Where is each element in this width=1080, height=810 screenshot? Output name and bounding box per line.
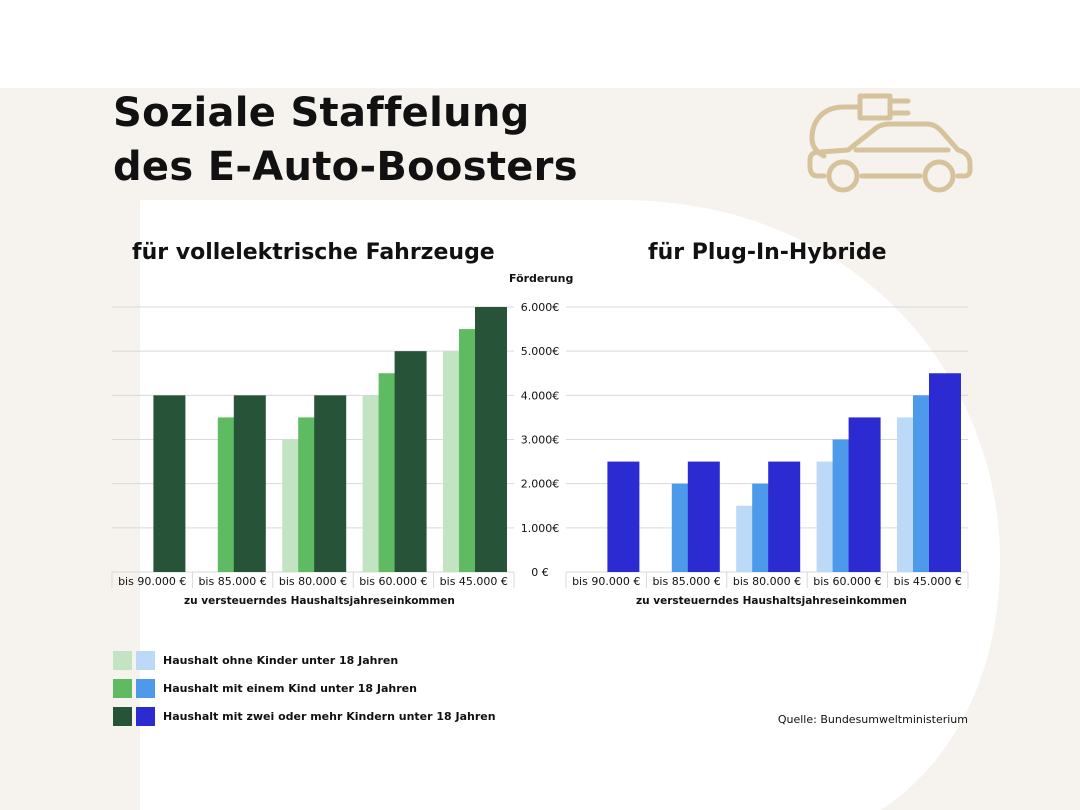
bar-left-s2-c1 <box>233 395 266 572</box>
legend-label: Haushalt mit zwei oder mehr Kindern unte… <box>163 709 496 723</box>
bar-right-s2-c1 <box>687 461 720 572</box>
x-tick-label-left: bis 80.000 € <box>279 575 347 588</box>
x-tick-label-right: bis 60.000 € <box>813 575 881 588</box>
chart-right-title: für Plug-In-Hybride <box>648 240 887 265</box>
x-axis-label-left: zu versteuerndes Haushaltsjahreseinkomme… <box>184 595 455 607</box>
y-tick-label: 4.000€ <box>521 389 560 402</box>
y-tick-label: 3.000€ <box>521 434 560 447</box>
y-tick-label: 6.000€ <box>521 301 560 314</box>
x-tick-label-right: bis 90.000 € <box>572 575 640 588</box>
y-tick-label: 5.000€ <box>521 345 560 358</box>
bar-left-s2-c0 <box>153 395 186 572</box>
x-tick-label-left: bis 60.000 € <box>359 575 427 588</box>
y-axis-label: Förderung <box>509 272 574 285</box>
legend-swatch-green-mid <box>113 678 132 698</box>
legend: Haushalt ohne Kinder unter 18 Jahren Hau… <box>113 650 496 734</box>
legend-label: Haushalt mit einem Kind unter 18 Jahren <box>163 681 417 695</box>
legend-swatch-blue-mid <box>136 678 155 698</box>
legend-item-two-children: Haushalt mit zwei oder mehr Kindern unte… <box>113 706 496 726</box>
bar-right-s2-c0 <box>607 461 640 572</box>
x-tick-label-left: bis 85.000 € <box>198 575 266 588</box>
bar-right-s2-c3 <box>848 417 881 572</box>
page-title: Soziale Staffelung des E-Auto-Boosters <box>113 86 578 194</box>
x-tick-label-right: bis 85.000 € <box>652 575 720 588</box>
y-tick-label: 2.000€ <box>521 478 560 491</box>
legend-swatch-blue-light <box>136 650 155 670</box>
bar-left-s2-c3 <box>394 351 427 572</box>
chart-left-title: für vollelektrische Fahrzeuge <box>132 240 495 265</box>
legend-swatch-green-dark <box>113 706 132 726</box>
legend-label: Haushalt ohne Kinder unter 18 Jahren <box>163 653 399 667</box>
y-tick-label: 1.000€ <box>521 522 560 535</box>
x-tick-label-right: bis 45.000 € <box>894 575 962 588</box>
source-note: Quelle: Bundesumweltministerium <box>777 713 968 726</box>
x-tick-label-left: bis 90.000 € <box>118 575 186 588</box>
x-tick-label-left: bis 45.000 € <box>440 575 508 588</box>
bar-left-s2-c4 <box>475 307 507 572</box>
legend-item-no-children: Haushalt ohne Kinder unter 18 Jahren <box>113 650 496 670</box>
bar-right-s2-c2 <box>768 461 801 572</box>
x-tick-label-right: bis 80.000 € <box>733 575 801 588</box>
x-axis-label-right: zu versteuerndes Haushaltsjahreseinkomme… <box>636 595 907 607</box>
title-line-2: des E-Auto-Boosters <box>113 144 578 190</box>
bar-right-s2-c4 <box>929 373 961 572</box>
legend-item-one-child: Haushalt mit einem Kind unter 18 Jahren <box>113 678 496 698</box>
y-tick-label: 0 € <box>531 566 549 579</box>
title-line-1: Soziale Staffelung <box>113 90 530 136</box>
bar-left-s2-c2 <box>314 395 347 572</box>
legend-swatch-green-light <box>113 650 132 670</box>
legend-swatch-blue-dark <box>136 706 155 726</box>
car-plug-icon <box>807 93 973 193</box>
